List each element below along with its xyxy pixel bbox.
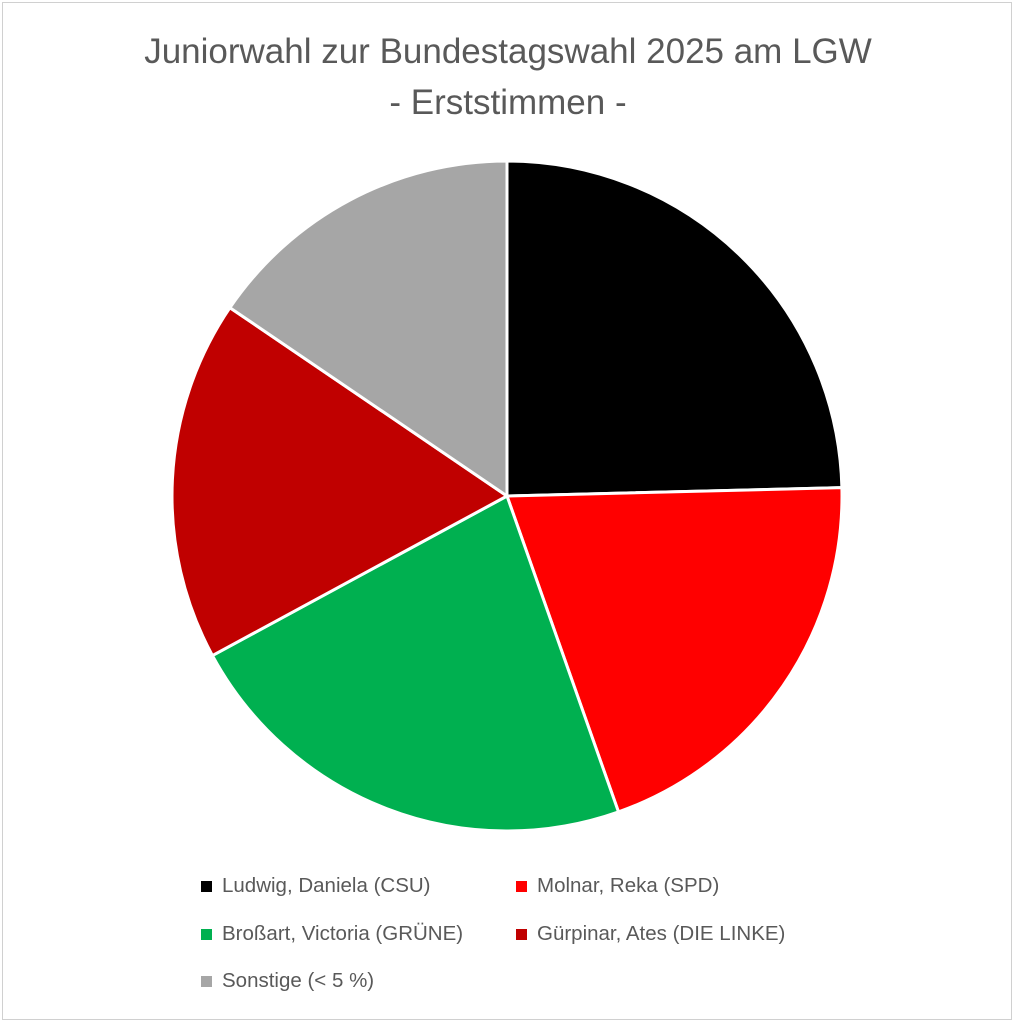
chart-subtitle: - Erststimmen - bbox=[389, 83, 627, 122]
legend-swatch-spd bbox=[516, 880, 527, 892]
legend-swatch-sonstige bbox=[201, 975, 212, 987]
chart-title: Juniorwahl zur Bundestagswahl 2025 am LG… bbox=[144, 32, 872, 71]
legend-label-gruene: Broßart, Victoria (GRÜNE) bbox=[222, 922, 464, 945]
legend-item-gruene: Broßart, Victoria (GRÜNE) bbox=[201, 922, 463, 946]
legend-item-sonstige: Sonstige (< 5 %) bbox=[201, 969, 374, 993]
legend-swatch-linke bbox=[516, 928, 527, 940]
legend-item-linke: Gürpinar, Ates (DIE LINKE) bbox=[516, 922, 785, 946]
legend-swatch-gruene bbox=[201, 928, 212, 940]
legend-item-csu: Ludwig, Daniela (CSU) bbox=[201, 874, 431, 898]
legend-swatch-csu bbox=[201, 880, 212, 892]
legend-label-spd: Molnar, Reka (SPD) bbox=[537, 874, 720, 897]
legend-label-sonstige: Sonstige (< 5 %) bbox=[222, 969, 375, 992]
legend-label-linke: Gürpinar, Ates (DIE LINKE) bbox=[537, 922, 786, 945]
pie-slice-linke bbox=[170, 306, 509, 658]
pie-slice-gruene bbox=[210, 494, 620, 833]
pie-slice-sonstige bbox=[228, 159, 509, 498]
pie-slice-csu bbox=[505, 159, 844, 498]
legend-item-spd: Molnar, Reka (SPD) bbox=[516, 874, 719, 898]
legend-label-csu: Ludwig, Daniela (CSU) bbox=[222, 874, 431, 897]
